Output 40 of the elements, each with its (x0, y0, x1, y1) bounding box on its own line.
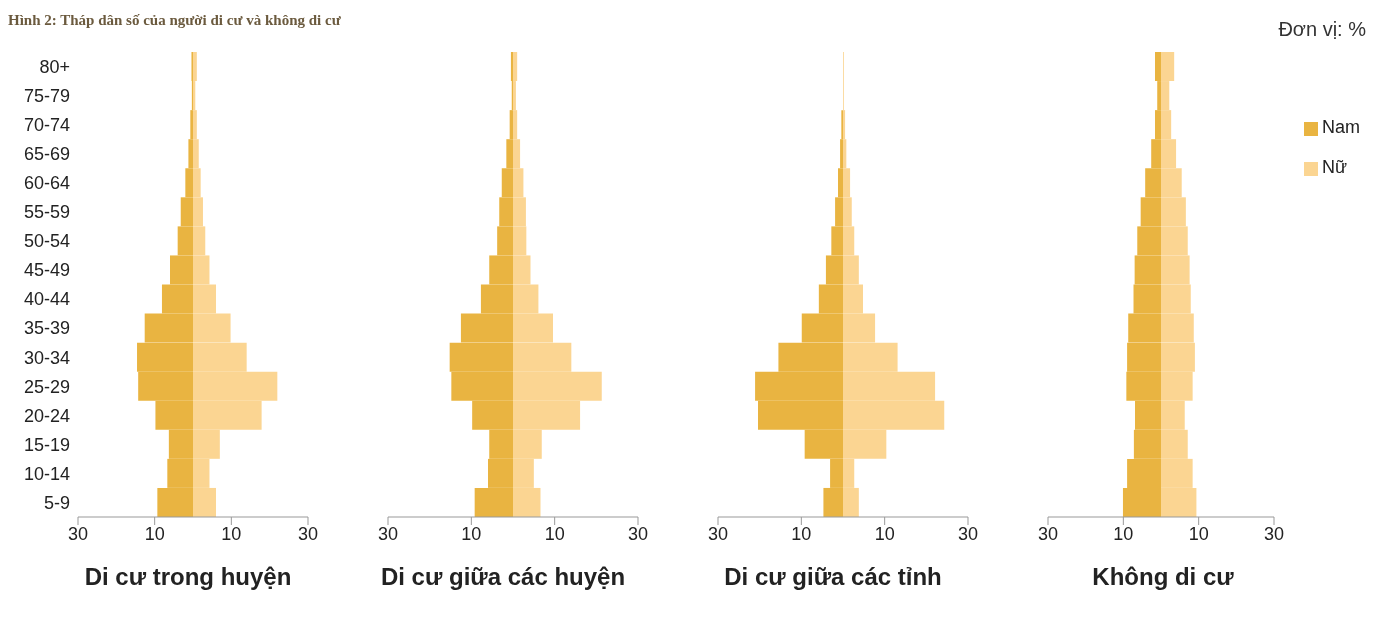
text: Đơn vị: % (1278, 18, 1366, 41)
y-tick-label: 55-59 (23, 202, 70, 223)
x-tick-label: 10 (874, 523, 895, 544)
y-tick-label: 5-9 (43, 492, 70, 513)
x-tick-label: 30 (627, 523, 649, 544)
x-axis-title: Không di cư (1091, 563, 1235, 591)
y-tick-label: 80+ (39, 56, 70, 77)
x-tick-label: 30 (67, 523, 89, 544)
x-axis-title: Di cư giữa các tỉnh (723, 563, 943, 591)
x-tick-label: 30 (297, 523, 319, 544)
y-tick-label: 15-19 (23, 434, 70, 455)
x-tick-label: 30 (957, 523, 979, 544)
legend-label: Nữ (1322, 157, 1348, 177)
y-tick-label: 65-69 (23, 144, 70, 165)
legend-label: Nam (1322, 117, 1361, 137)
y-tick-label: 30-34 (23, 347, 70, 368)
x-axis-title: Di cư giữa các huyện (379, 563, 627, 591)
y-tick-label: 75-79 (23, 85, 70, 106)
x-tick-label: 30 (707, 523, 729, 544)
x-tick-label: 10 (461, 523, 482, 544)
x-tick-label: 30 (1263, 523, 1285, 544)
y-tick-label: 25-29 (23, 376, 70, 397)
x-tick-label: 10 (1113, 523, 1134, 544)
y-tick-label: 50-54 (23, 231, 70, 252)
x-tick-label: 10 (221, 523, 242, 544)
y-tick-label: 35-39 (23, 318, 70, 339)
y-tick-label: 10-14 (23, 463, 70, 484)
x-tick-label: 30 (1037, 523, 1059, 544)
x-tick-label: 30 (377, 523, 399, 544)
y-tick-label: 60-64 (23, 173, 70, 194)
y-tick-label: 45-49 (23, 260, 70, 281)
y-tick-label: 40-44 (23, 289, 70, 310)
x-axis-title: Di cư trong huyện (83, 563, 293, 591)
x-tick-label: 10 (544, 523, 565, 544)
x-tick-label: 10 (791, 523, 812, 544)
y-tick-label: 20-24 (23, 405, 70, 426)
x-tick-label: 10 (1188, 523, 1209, 544)
y-tick-label: 70-74 (23, 115, 70, 136)
chart-title: Hình 2: Tháp dân số của người di cư và không di cư (8, 12, 341, 29)
x-tick-label: 10 (144, 523, 165, 544)
